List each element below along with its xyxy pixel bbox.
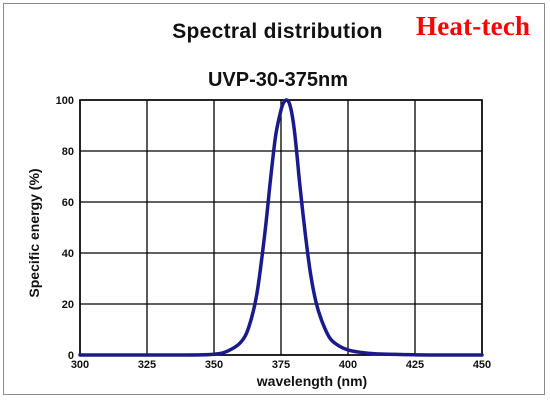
- series-line: [78, 98, 484, 357]
- x-tick-label: 300: [71, 359, 89, 371]
- x-tick-label: 425: [406, 359, 424, 371]
- y-axis-title: Specific energy (%): [26, 168, 42, 297]
- x-tick-label: 350: [205, 359, 223, 371]
- y-tick-label: 0: [68, 350, 74, 362]
- figure-frame: [3, 3, 545, 395]
- tick-labels: 300 325 350 375 400 425 450 0 20 40 60 80 100: [56, 95, 492, 371]
- brand-logo: Heat-tech: [416, 11, 531, 41]
- chart-subtitle: UVP-30-375nm: [207, 69, 349, 91]
- chart-title: Spectral distribution: [172, 20, 383, 43]
- grid-layer: [79, 99, 483, 356]
- y-tick-label: 40: [62, 248, 74, 260]
- x-tick-label: 325: [138, 359, 156, 371]
- y-tick-label: 20: [62, 299, 74, 311]
- x-axis-title: wavelength (nm): [256, 373, 367, 389]
- x-tick-label: 450: [473, 359, 491, 371]
- y-tick-label: 60: [62, 197, 74, 209]
- x-tick-label: 400: [339, 359, 357, 371]
- y-tick-label: 100: [56, 95, 74, 107]
- plot-area-border: [79, 99, 483, 356]
- y-tick-label: 80: [62, 146, 74, 158]
- x-tick-label: 375: [272, 359, 290, 371]
